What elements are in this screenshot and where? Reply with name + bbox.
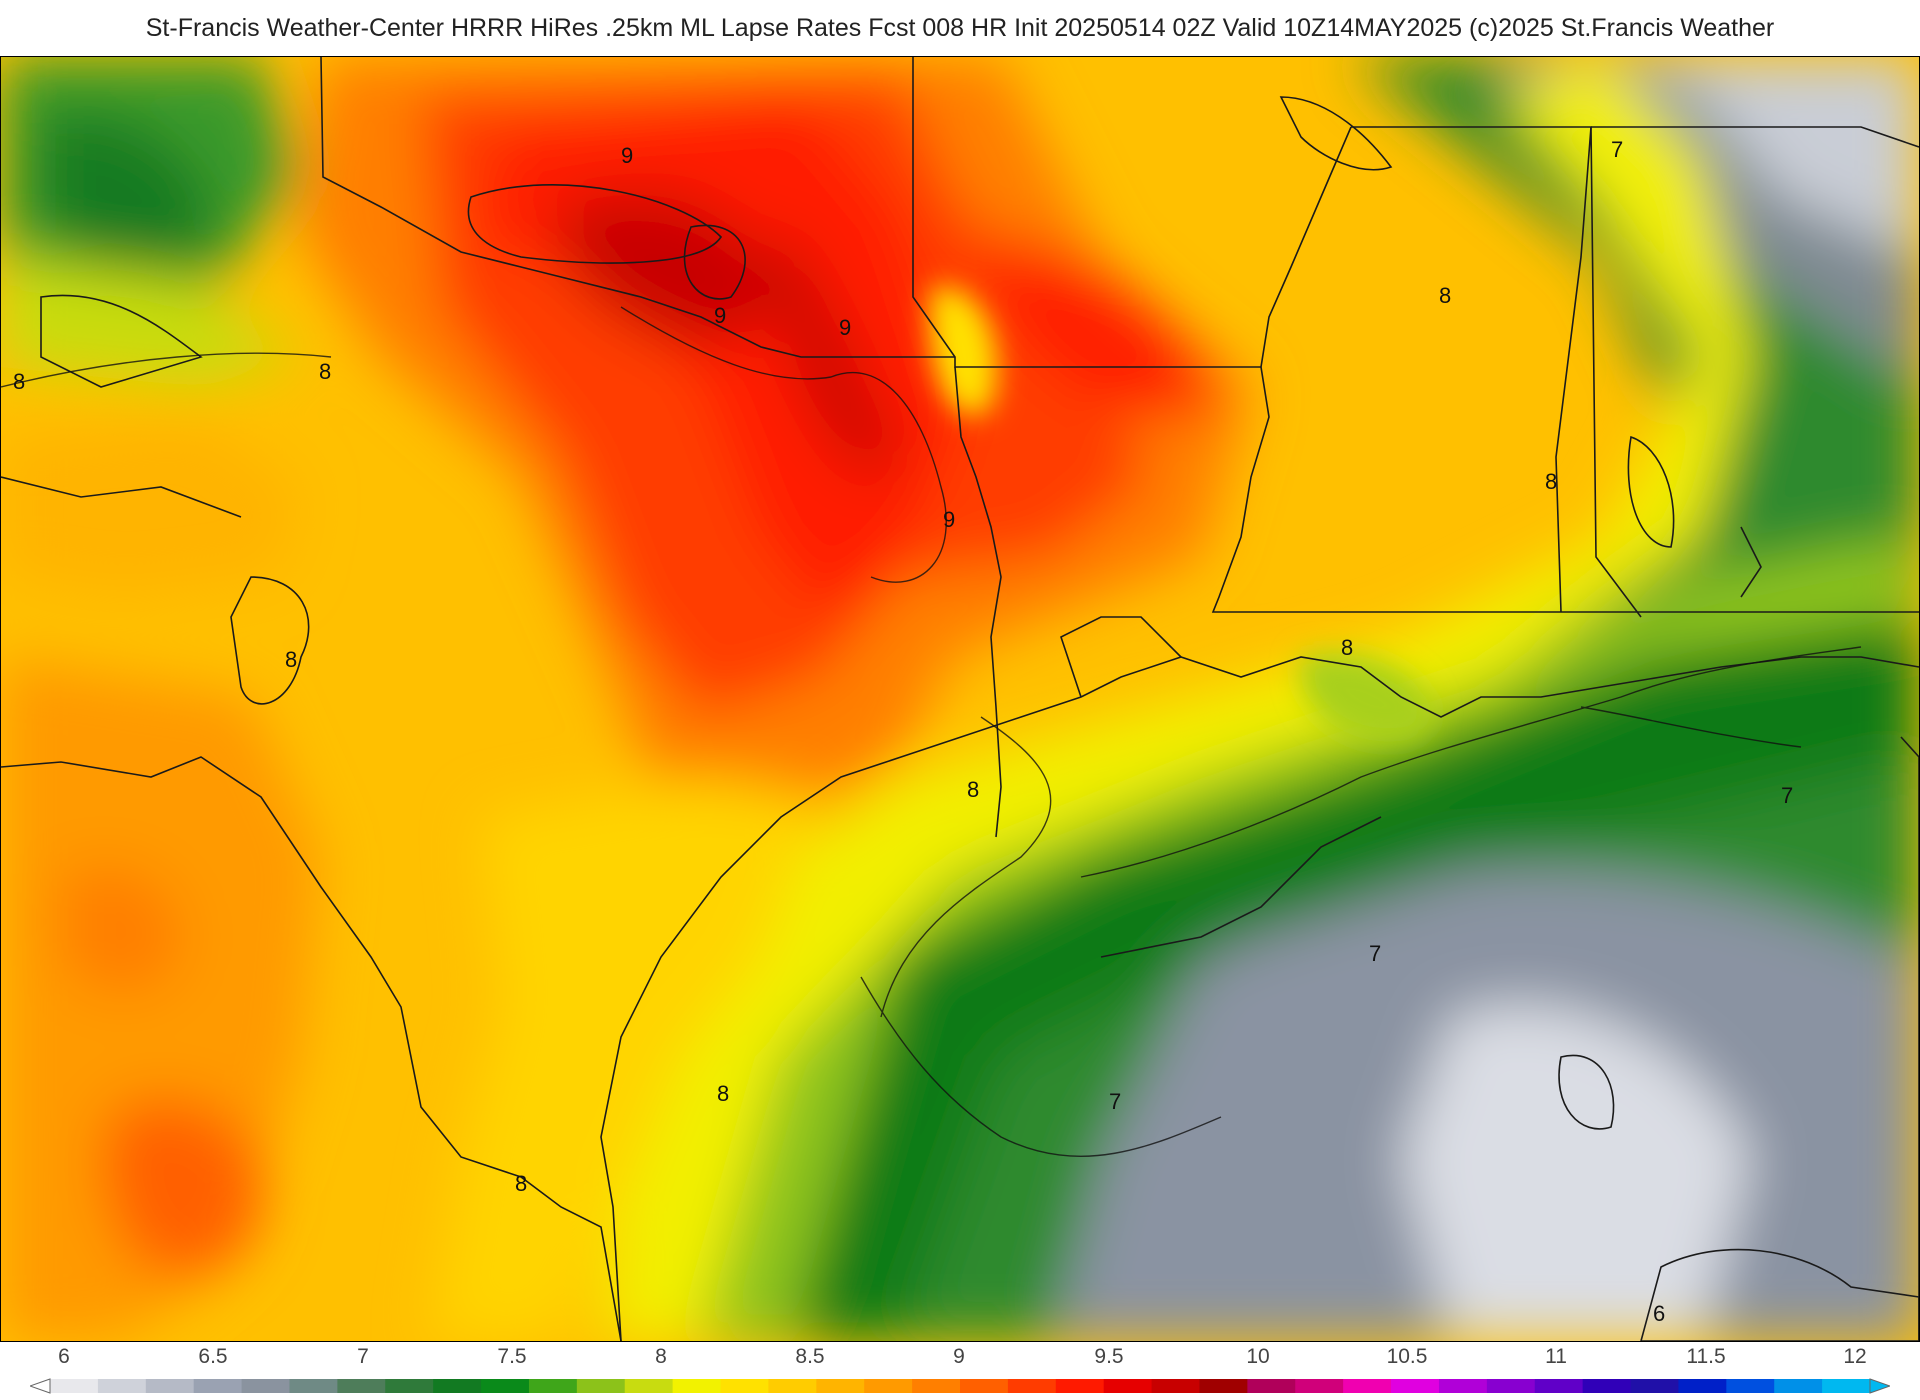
colorbar-tick: 10.5 (1386, 1345, 1428, 1368)
colorbar-cell (816, 1379, 865, 1393)
contour-label: 8 (285, 647, 297, 672)
colorbar (28, 1378, 1892, 1394)
colorbar-cell (1295, 1379, 1344, 1393)
colorbar-tick: 10 (1246, 1345, 1270, 1368)
colorbar-cell (481, 1379, 530, 1393)
colorbar-tick: 7.5 (497, 1345, 527, 1368)
colorbar-cell (1007, 1379, 1057, 1393)
colorbar-cell (912, 1379, 961, 1393)
colorbar-cell (1151, 1379, 1200, 1393)
colorbar-cell (576, 1379, 626, 1393)
contour-label: 8 (515, 1171, 527, 1196)
colorbar-tick: 7 (357, 1345, 369, 1368)
colorbar-tick: 8 (655, 1345, 667, 1368)
colorbar-tick-labels: 6 6.5 7 7.5 8 8.5 9 9.5 10 10.5 11 11.5 … (0, 1345, 1920, 1371)
colorbar-cell (1343, 1379, 1392, 1393)
colorbar-cell (1247, 1379, 1296, 1393)
contour-label: 8 (319, 359, 331, 384)
colorbar-cell (433, 1379, 482, 1393)
contour-label: 9 (621, 143, 633, 168)
colorbar-tick: 12 (1843, 1345, 1867, 1368)
contour-label: 7 (1369, 941, 1381, 966)
colorbar-cell (1103, 1379, 1153, 1393)
contour-lines (1, 306, 1862, 1157)
colorbar-cell (289, 1379, 338, 1393)
colorbar-tick: 11.5 (1686, 1345, 1726, 1368)
colorbar-tick: 6.5 (198, 1345, 228, 1368)
contour-label: 8 (13, 369, 25, 394)
colorbar-tick: 11 (1545, 1345, 1567, 1368)
colorbar-high-arrow (1869, 1378, 1892, 1394)
colorbar-tick: 9.5 (1094, 1345, 1124, 1368)
colorbar-cell (720, 1379, 769, 1393)
colorbar-cell (528, 1379, 578, 1393)
colorbar-cell (1486, 1379, 1536, 1393)
colorbar-cell (97, 1379, 147, 1393)
contour-label: 7 (1781, 783, 1793, 808)
colorbar-tick: 9 (953, 1345, 965, 1368)
colorbar-cell (1438, 1379, 1488, 1393)
colorbar-cell (1774, 1379, 1823, 1393)
colorbar-cell (1199, 1379, 1248, 1393)
colorbar-cell (960, 1379, 1009, 1393)
colorbar-cell (624, 1379, 674, 1393)
contour-label: 8 (1545, 469, 1557, 494)
colorbar-cell (672, 1379, 722, 1393)
contour-label: 9 (839, 315, 851, 340)
colorbar-cell (768, 1379, 817, 1393)
lapse-rate-map[interactable]: 9 9 9 9 8 8 8 8 8 8 8 8 8 7 7 7 7 6 (0, 56, 1920, 1342)
colorbar-cell (193, 1379, 243, 1393)
colorbar-tick: 6 (58, 1345, 70, 1368)
contour-label: 8 (1341, 635, 1353, 660)
contour-label: 6 (1653, 1301, 1665, 1326)
colorbar-cell (241, 1379, 290, 1393)
colorbar-cell (1726, 1379, 1775, 1393)
contour-label: 8 (967, 777, 979, 802)
county-and-state-boundaries (1, 57, 1919, 1341)
colorbar-cell (864, 1379, 913, 1393)
colorbar-low-arrow (28, 1378, 51, 1394)
contour-label: 8 (1439, 283, 1451, 308)
contour-label: 9 (714, 303, 726, 328)
colorbar-cell (1534, 1379, 1584, 1393)
colorbar-cell (1055, 1379, 1105, 1393)
colorbar-cell (337, 1379, 386, 1393)
colorbar-cell (1630, 1379, 1679, 1393)
contour-label: 7 (1109, 1089, 1121, 1114)
colorbar-cell (385, 1379, 434, 1393)
colorbar-cell (1582, 1379, 1632, 1393)
colorbar-cell (50, 1379, 99, 1393)
contour-labels: 9 9 9 9 8 8 8 8 8 8 8 8 8 7 7 7 7 6 (13, 137, 1793, 1326)
contour-label: 7 (1611, 137, 1623, 162)
colorbar-cell (1391, 1379, 1440, 1393)
colorbar-tick: 8.5 (795, 1345, 825, 1368)
colorbar-cell (1822, 1379, 1871, 1393)
colorbar-cell (145, 1379, 195, 1393)
contour-label: 8 (717, 1081, 729, 1106)
map-title: St-Francis Weather-Center HRRR HiRes .25… (145, 13, 1775, 42)
lapse-rate-field (1, 57, 1919, 1341)
contour-label: 9 (943, 507, 955, 532)
colorbar-cell (1678, 1379, 1727, 1393)
